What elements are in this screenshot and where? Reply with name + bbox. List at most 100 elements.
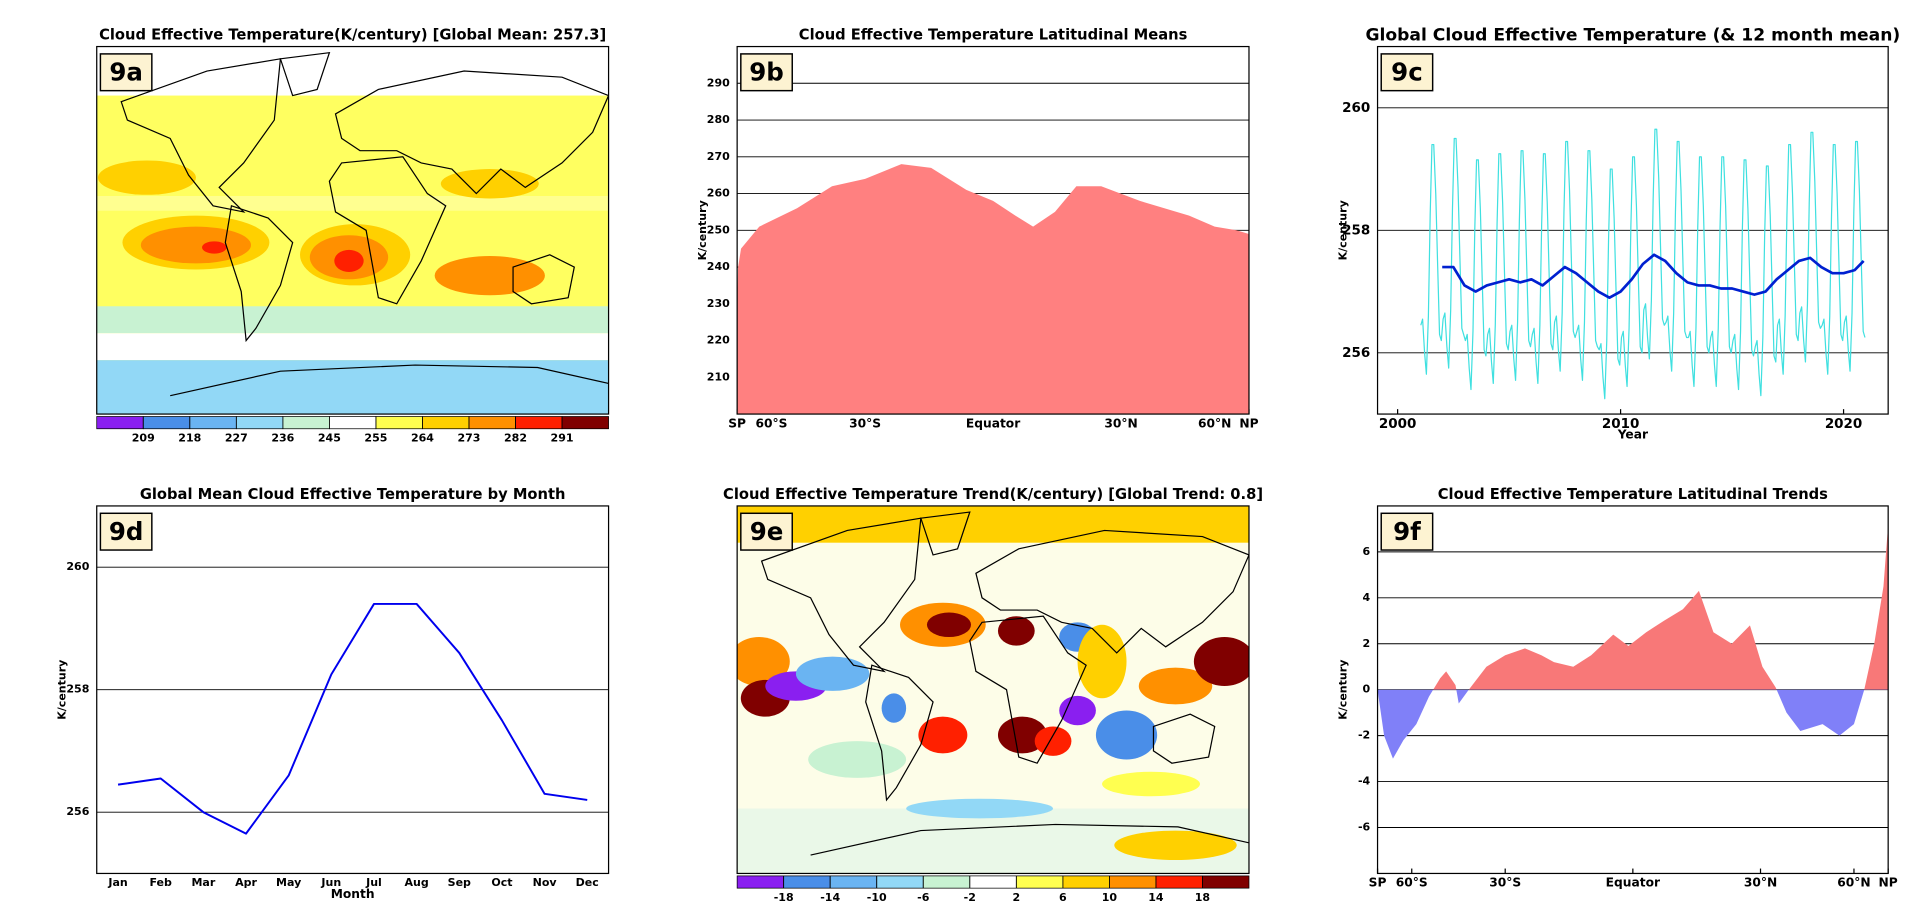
y-tick-label: 270	[707, 150, 730, 163]
x-tick-label: Nov	[533, 876, 558, 889]
panel-label-box	[99, 512, 153, 551]
colorbar-tick-label: -14	[820, 891, 840, 904]
x-tick-label: Oct	[491, 876, 513, 889]
panel-label: 9e	[750, 517, 784, 546]
x-tick-label: NP	[1239, 416, 1258, 430]
colorbar-segment	[783, 875, 831, 889]
y-tick-label: 2	[1363, 637, 1371, 650]
colorbar-segment	[829, 875, 878, 889]
plot-frame	[96, 45, 610, 415]
x-tick-label: May	[276, 876, 301, 889]
colorbar-segment	[1109, 875, 1157, 889]
x-tick-label: 60°S	[755, 416, 787, 430]
panel-label: 9c	[1391, 57, 1423, 86]
y-tick-label: -4	[1358, 775, 1371, 788]
y-tick-label: 260	[66, 560, 89, 573]
plot-frame	[1376, 45, 1889, 415]
area	[737, 164, 1249, 415]
panel-label: 9b	[749, 57, 784, 86]
colorbar-tick-label: -2	[964, 891, 976, 904]
y-tick-label: 280	[707, 113, 730, 126]
y-tick-label: 4	[1363, 591, 1371, 604]
colorbar-tick-label: 273	[457, 432, 480, 445]
x-tick-label: Dec	[576, 876, 599, 889]
chart-title: Cloud Effective Temperature Trend(K/cent…	[723, 486, 1263, 503]
colorbar-segment	[1202, 875, 1250, 889]
panel-label: 9f	[1393, 517, 1421, 546]
x-tick-label: 30°S	[1489, 876, 1521, 890]
x-tick-label: Apr	[235, 876, 257, 889]
colorbar-tick-label: 282	[504, 432, 527, 445]
panel-label-box	[1380, 512, 1434, 551]
colorbar-tick-label: 14	[1148, 891, 1164, 904]
series-line	[117, 602, 588, 835]
panel-label-box	[99, 53, 153, 92]
colorbar-tick-label: 209	[132, 432, 155, 445]
colorbar-tick-label: 264	[411, 432, 434, 445]
panel-label-box	[740, 512, 793, 551]
x-tick-label: Mar	[191, 876, 215, 889]
x-tick-label: 2000	[1379, 416, 1416, 432]
x-tick-label: Sep	[448, 876, 471, 889]
x-tick-label: SP	[728, 416, 746, 430]
map-9a	[96, 46, 609, 415]
series-line	[1420, 128, 1866, 400]
chart-title: Global Mean Cloud Effective Temperature …	[140, 486, 566, 503]
colorbar-segment	[736, 875, 785, 889]
y-tick-label: 260	[1342, 100, 1370, 116]
colorbar-tick-label: 6	[1059, 891, 1067, 904]
colorbar-tick-label: 227	[225, 432, 248, 445]
panel-label-box	[740, 53, 793, 92]
x-tick-label: Equator	[1606, 876, 1660, 890]
colorbar-segment	[235, 416, 284, 430]
colorbar-tick-label: 218	[178, 432, 201, 445]
colorbar-segment	[282, 416, 330, 430]
colorbar-tick-label: 236	[271, 432, 294, 445]
x-tick-label: 30°S	[849, 416, 881, 430]
colorbar-segment	[1062, 875, 1110, 889]
x-tick-label: 60°N	[1198, 416, 1231, 430]
y-axis-label: K/century	[55, 660, 68, 720]
colorbar-segment	[96, 416, 144, 430]
y-tick-label: 290	[707, 76, 730, 89]
colorbar-segment	[189, 416, 237, 430]
panel-label-box	[1380, 53, 1434, 92]
colorbar-tick-label: 18	[1195, 891, 1210, 904]
y-tick-label: 250	[707, 223, 730, 236]
colorbar-segment	[1015, 875, 1064, 889]
colorbar-segment	[1155, 875, 1203, 889]
x-tick-label: NP	[1879, 876, 1898, 890]
colorbar-tick-label: -18	[774, 891, 794, 904]
map-9e	[737, 505, 1249, 874]
panel-label: 9a	[109, 57, 143, 86]
y-axis-label: K/century	[1336, 200, 1349, 260]
chart-title: Global Cloud Effective Temperature (& 12…	[1365, 26, 1900, 46]
x-tick-label: SP	[1369, 876, 1387, 890]
y-tick-label: 230	[707, 297, 730, 310]
colorbar-segment	[329, 416, 377, 430]
y-axis-label: K/century	[696, 200, 709, 260]
colorbar-tick-label: 2	[1012, 891, 1020, 904]
plot-frame	[96, 505, 610, 875]
colorbar-segment	[876, 875, 924, 889]
colorbar-tick-label: -10	[867, 891, 887, 904]
x-tick-label: Equator	[966, 416, 1020, 430]
y-tick-label: 6	[1363, 545, 1371, 558]
x-tick-label: 60°S	[1396, 876, 1428, 890]
colorbar-tick-label: 10	[1102, 891, 1118, 904]
x-tick-label: 30°N	[1744, 876, 1777, 890]
plot-frame	[1376, 505, 1889, 875]
x-tick-label: 2010	[1602, 416, 1639, 432]
y-tick-label: 258	[1342, 222, 1370, 238]
colorbar-segment	[375, 416, 423, 430]
x-tick-label: 30°N	[1104, 416, 1137, 430]
y-tick-label: 256	[1342, 345, 1370, 361]
y-tick-label: 260	[707, 187, 730, 200]
plot-frame	[736, 505, 1250, 875]
x-tick-label: Jun	[320, 876, 341, 889]
colorbar-tick-label: 291	[551, 432, 574, 445]
plot-frame	[736, 45, 1250, 415]
y-tick-label: 0	[1363, 683, 1371, 696]
x-tick-label: 2020	[1825, 416, 1862, 432]
